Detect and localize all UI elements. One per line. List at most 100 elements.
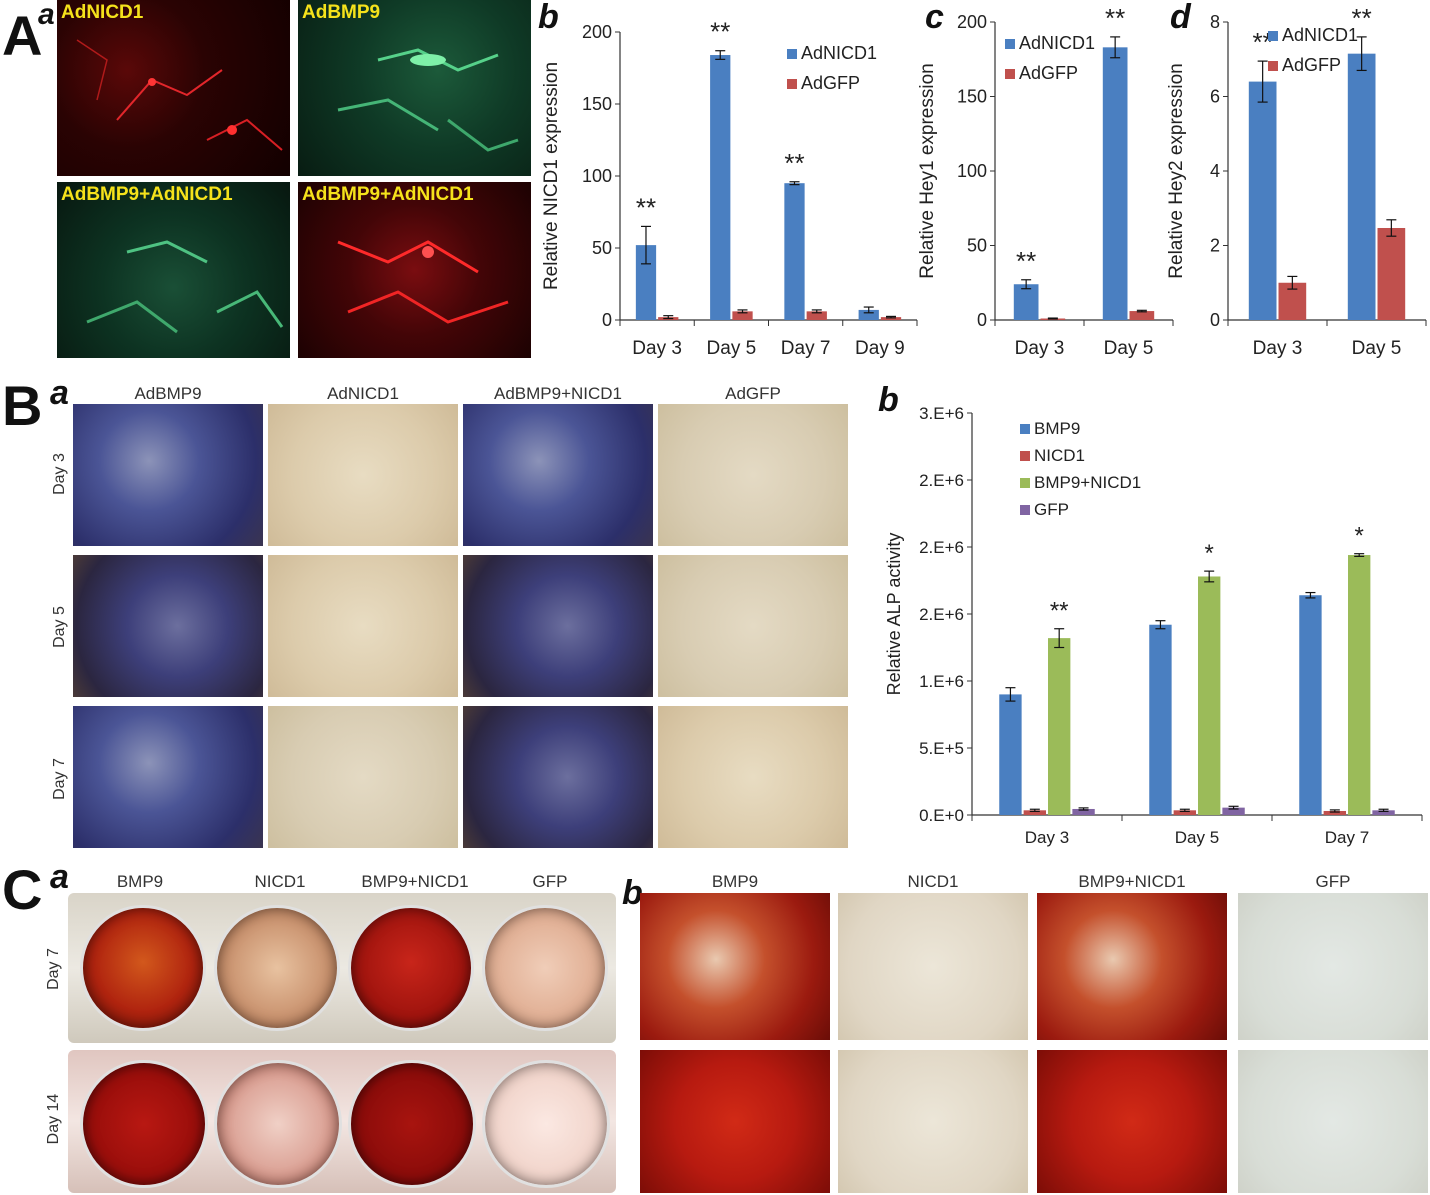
panel-sub-letter-Ad: d — [1170, 0, 1191, 36]
alp-stain-bmp9-day7 — [73, 706, 263, 848]
bar — [710, 55, 731, 320]
legend-swatch — [1020, 451, 1030, 461]
column-header: NICD1 — [907, 872, 959, 891]
legend-label: GFP — [1034, 500, 1069, 519]
alizarin-stain-nicd1-day14 — [838, 1050, 1028, 1193]
y-tick-label: 2.E+6 — [919, 538, 964, 557]
panel-letter-B: B — [2, 374, 43, 437]
row-header: Day 7 — [45, 948, 62, 990]
legend-swatch — [1268, 61, 1278, 71]
alp-stain-combo-day7 — [463, 706, 653, 848]
bar — [1347, 53, 1376, 320]
row-header: Day 5 — [51, 606, 68, 648]
chart-hey1-expression: 0 50 100 150 200 Relative Hey1 expression Day … — [917, 3, 1174, 359]
legend-swatch — [1268, 31, 1278, 41]
panel-sub-letter-Ab: b — [538, 0, 559, 36]
alizarin-stain-gfp-day7 — [1238, 893, 1428, 1040]
y-axis-label: Relative NICD1 expression — [541, 62, 562, 290]
panel-sub-letter-Ac: c — [925, 0, 944, 36]
well-gfp — [482, 1060, 610, 1188]
significance-marker: ** — [1016, 246, 1036, 276]
legend-label: BMP9+NICD1 — [1034, 473, 1141, 492]
bar — [732, 311, 753, 320]
micrograph-label: AdBMP9+AdNICD1 — [61, 184, 233, 205]
legend-swatch — [1020, 424, 1030, 434]
panel-sub-letter-Ca: a — [50, 858, 69, 896]
micrograph-adbmp9-adnicd1-red: AdBMP9+AdNICD1 — [298, 182, 531, 358]
well-nicd1 — [214, 1060, 342, 1188]
column-header: AdNICD1 — [327, 384, 399, 403]
bar — [1248, 81, 1277, 320]
alizarin-stain-combo-day7 — [1037, 893, 1227, 1040]
legend-label: BMP9 — [1034, 419, 1080, 438]
chart-nicd1-expression: 0 50 100 150 200 Relative NICD1 expression Day… — [541, 17, 918, 359]
legend-swatch — [787, 49, 797, 59]
column-header: BMP9 — [711, 872, 759, 891]
micrograph-label: AdNICD1 — [61, 2, 144, 23]
x-tick-label: Day 9 — [855, 338, 905, 359]
bar — [999, 694, 1022, 815]
significance-marker: ** — [710, 17, 730, 47]
bar — [1299, 595, 1322, 815]
y-tick-label: 100 — [582, 166, 612, 186]
bar — [1048, 638, 1071, 815]
column-header: BMP9+NICD1 — [1078, 872, 1186, 891]
x-tick-label: Day 5 — [707, 338, 757, 359]
significance-marker: * — [1205, 540, 1214, 567]
x-tick-label: Day 7 — [781, 338, 831, 359]
column-header: AdBMP9+NICD1 — [493, 384, 623, 403]
row-header: Day 3 — [51, 453, 68, 495]
bar — [1102, 47, 1128, 321]
column-header: AdBMP9 — [134, 384, 202, 403]
well-bmp9 — [80, 1060, 208, 1188]
y-tick-label: 0 — [1210, 310, 1220, 330]
y-tick-label: 2.E+6 — [919, 471, 964, 490]
x-tick-label: Day 5 — [1175, 828, 1219, 847]
y-tick-label: 150 — [957, 87, 987, 107]
micrograph-adbmp9: AdBMP9 — [298, 0, 531, 176]
well-combo — [348, 1060, 476, 1188]
legend-label: NICD1 — [1034, 446, 1085, 465]
x-tick-label: Day 7 — [1325, 828, 1369, 847]
significance-marker: ** — [1105, 3, 1125, 33]
y-tick-label: 8 — [1210, 12, 1220, 32]
bar — [1072, 808, 1095, 815]
alp-stain-combo-day3 — [463, 404, 653, 546]
alizarin-stain-combo-day14 — [1037, 1050, 1227, 1193]
y-tick-label: 2 — [1210, 236, 1220, 256]
chart-alp-activity: 0.E+0 5.E+5 1.E+6 2.E+6 2.E+6 2.E+6 3.E+6 Relat… — [884, 404, 1423, 847]
panel-letter-A: A — [2, 4, 43, 67]
y-tick-label: 6 — [1210, 87, 1220, 107]
bar — [1198, 576, 1221, 815]
y-tick-label: 200 — [957, 12, 987, 32]
y-tick-label: 4 — [1210, 161, 1220, 181]
alizarin-stain-bmp9-day14 — [640, 1050, 830, 1193]
panel-letter-C: C — [2, 858, 43, 921]
bar — [1129, 311, 1155, 320]
well-gfp — [482, 905, 608, 1031]
panel-sub-letter-Bb: b — [878, 381, 899, 419]
y-axis-label: Relative Hey2 expression — [1168, 63, 1187, 278]
y-tick-label: 150 — [582, 94, 612, 114]
significance-marker: ** — [784, 148, 804, 178]
y-axis-label: Relative Hey1 expression — [917, 63, 938, 278]
well-combo — [348, 905, 474, 1031]
legend-swatch — [787, 79, 797, 89]
alp-stain-gfp-day5 — [658, 555, 848, 697]
legend-swatch — [1020, 478, 1030, 488]
legend-swatch — [1020, 505, 1030, 515]
micrograph-adbmp9-adnicd1-green: AdBMP9+AdNICD1 — [57, 182, 290, 358]
cell-texture — [337, 48, 519, 152]
alp-stain-nicd1-day7 — [268, 706, 458, 848]
significance-marker: ** — [1050, 598, 1069, 625]
alp-stain-nicd1-day3 — [268, 404, 458, 546]
y-tick-label: 3.E+6 — [919, 404, 964, 423]
row-header: Day 7 — [51, 758, 68, 800]
legend-swatch — [1005, 39, 1015, 49]
y-axis-label: Relative ALP activity — [884, 533, 904, 696]
y-tick-label: 50 — [592, 238, 612, 258]
x-tick-label: Day 3 — [1025, 828, 1069, 847]
culture-plate-day14 — [68, 1050, 616, 1193]
micrograph-label: AdBMP9+AdNICD1 — [302, 184, 474, 205]
bar — [1372, 810, 1395, 815]
